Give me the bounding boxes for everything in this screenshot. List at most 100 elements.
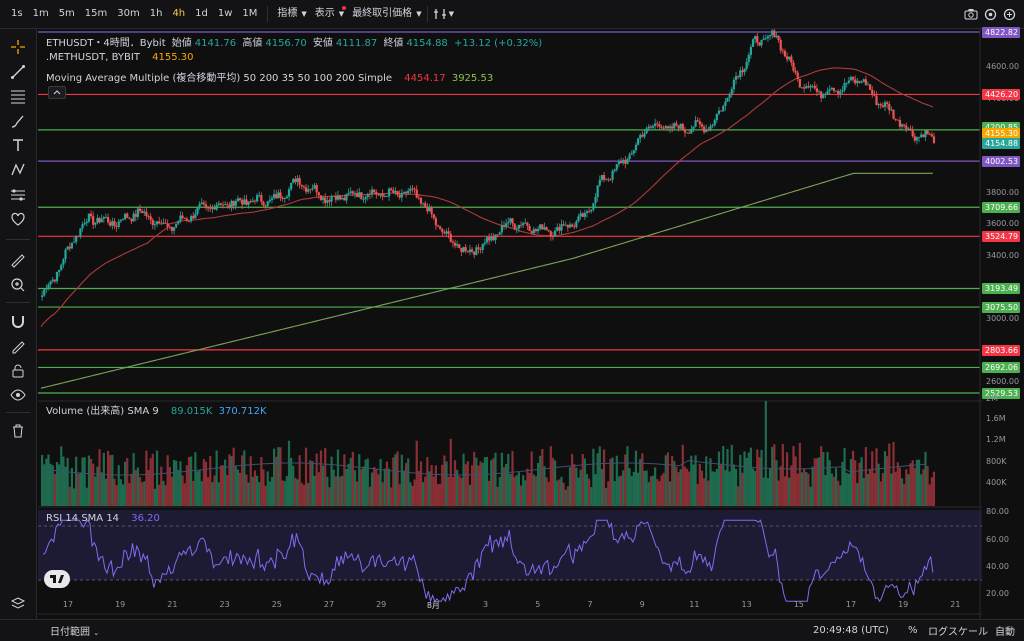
volume-bar <box>584 459 586 506</box>
display-button[interactable]: 表示 ▼ <box>311 0 344 28</box>
timeframe-1h[interactable]: 1h <box>145 0 168 28</box>
timeframe-1d[interactable]: 1d <box>190 0 213 28</box>
price-level-label[interactable]: 4154.88 <box>982 138 1020 149</box>
price-level-label[interactable]: 3075.50 <box>982 302 1020 313</box>
volume-bar <box>265 486 267 506</box>
volume-bar <box>765 401 767 506</box>
price-level-label[interactable]: 2692.06 <box>982 362 1020 373</box>
lock-icon[interactable] <box>8 361 28 381</box>
timeframe-30m[interactable]: 30m <box>112 0 144 28</box>
candle-body <box>67 247 69 250</box>
candle-body <box>399 195 401 198</box>
candle-body <box>503 225 505 227</box>
price-level-label[interactable]: 3709.66 <box>982 202 1020 213</box>
candle-body <box>780 40 782 50</box>
candle-body <box>179 216 181 221</box>
candle-body <box>878 104 880 105</box>
camera-icon[interactable] <box>964 8 978 20</box>
candle-body <box>454 243 456 246</box>
date-range-button[interactable]: 日付範囲 ⌄ <box>50 623 99 638</box>
clock-display[interactable]: 20:49:48 (UTC) <box>813 625 889 636</box>
volume-bar <box>192 481 194 506</box>
magnet-icon[interactable] <box>8 311 28 331</box>
volume-bar <box>350 458 352 506</box>
price-level-label[interactable]: 4002.53 <box>982 156 1020 167</box>
pattern-tool-icon[interactable] <box>8 160 28 180</box>
timeframe-1M[interactable]: 1M <box>237 0 262 28</box>
price-level-label[interactable]: 2803.66 <box>982 345 1020 356</box>
crosshair-tool-icon[interactable] <box>8 37 28 57</box>
price-level-label[interactable]: 4822.82 <box>982 27 1020 38</box>
candle-body <box>599 180 601 185</box>
settings-gear-icon[interactable] <box>984 8 997 21</box>
candle-body <box>86 222 88 223</box>
lock-drawings-pencil-icon[interactable] <box>8 336 28 356</box>
candle-body <box>407 191 409 193</box>
candle-body <box>164 223 166 224</box>
zoom-in-icon[interactable] <box>8 275 28 295</box>
auto-scale-toggle[interactable]: 自動 <box>995 623 1015 638</box>
candle-body <box>235 201 237 206</box>
volume-bar <box>624 454 626 506</box>
candle-body <box>269 200 271 202</box>
volume-bar <box>348 464 350 506</box>
volume-bar <box>64 467 66 506</box>
price-type-button[interactable]: 最終取引価格 ▼ <box>348 0 421 28</box>
volume-bar <box>305 448 307 506</box>
candle-body <box>816 88 818 91</box>
legend-collapse-button[interactable] <box>48 86 66 99</box>
price-level-label[interactable]: 3193.49 <box>982 283 1020 294</box>
timeframe-5m[interactable]: 5m <box>54 0 80 28</box>
candle-body <box>420 198 422 203</box>
timeframe-1w[interactable]: 1w <box>213 0 238 28</box>
object-tree-icon[interactable] <box>8 594 28 614</box>
trash-icon[interactable] <box>8 421 28 441</box>
projection-tool-icon[interactable] <box>8 185 28 205</box>
price-chart[interactable] <box>38 29 982 619</box>
ruler-icon[interactable] <box>8 251 28 271</box>
volume-bar <box>852 451 854 506</box>
eye-icon[interactable] <box>8 385 28 405</box>
candle-body <box>367 194 369 197</box>
volume-bar <box>45 459 47 506</box>
secondary-symbol[interactable]: .METHUSDT, BYBIT <box>46 52 140 63</box>
text-tool-icon[interactable] <box>8 135 28 155</box>
price-level-label[interactable]: 3524.79 <box>982 231 1020 242</box>
timeframe-4h[interactable]: 4h <box>167 0 190 28</box>
indicators-button[interactable]: 指標 ▼ <box>273 0 306 28</box>
candle-body <box>558 227 560 230</box>
price-level-label[interactable]: 4426.20 <box>982 89 1020 100</box>
candle-body <box>792 63 794 71</box>
ma-indicator-label[interactable]: Moving Average Multiple (複合移動平均) 50 200 … <box>46 73 392 84</box>
heart-icon[interactable] <box>8 209 28 229</box>
log-scale-toggle[interactable]: ログスケール <box>928 623 988 638</box>
candle-body <box>709 126 711 131</box>
candle-body <box>720 111 722 112</box>
rsi-label[interactable]: RSI 14 SMA 14 <box>46 513 119 524</box>
fib-tool-icon[interactable] <box>8 86 28 106</box>
candle-body <box>822 95 824 99</box>
volume-bar <box>665 455 667 506</box>
symbol-title[interactable]: ETHUSDT・4時間．Bybit <box>46 38 166 49</box>
timeframe-15m[interactable]: 15m <box>80 0 112 28</box>
timeframe-1m[interactable]: 1m <box>28 0 54 28</box>
candle-body <box>322 198 324 200</box>
candle-body <box>539 224 541 229</box>
timeframe-1s[interactable]: 1s <box>6 0 28 28</box>
brush-tool-icon[interactable] <box>8 111 28 131</box>
candle-body <box>475 247 477 255</box>
volume-label[interactable]: Volume (出来高) SMA 9 <box>46 406 159 417</box>
fullscreen-icon[interactable] <box>1003 8 1016 21</box>
ma-value-1: 4454.17 <box>404 73 445 84</box>
volume-bar <box>801 472 803 506</box>
volume-bar <box>712 471 714 506</box>
trendline-tool-icon[interactable] <box>8 62 28 82</box>
candle-body <box>488 237 490 240</box>
volume-bar <box>484 457 486 506</box>
rsi-tick: 40.00 <box>986 562 1009 571</box>
volume-bar <box>207 477 209 506</box>
time-tick: 19 <box>898 600 908 609</box>
compare-button[interactable]: ▼ <box>433 8 454 20</box>
percent-toggle[interactable]: % <box>908 625 918 636</box>
candle-body <box>833 88 835 91</box>
